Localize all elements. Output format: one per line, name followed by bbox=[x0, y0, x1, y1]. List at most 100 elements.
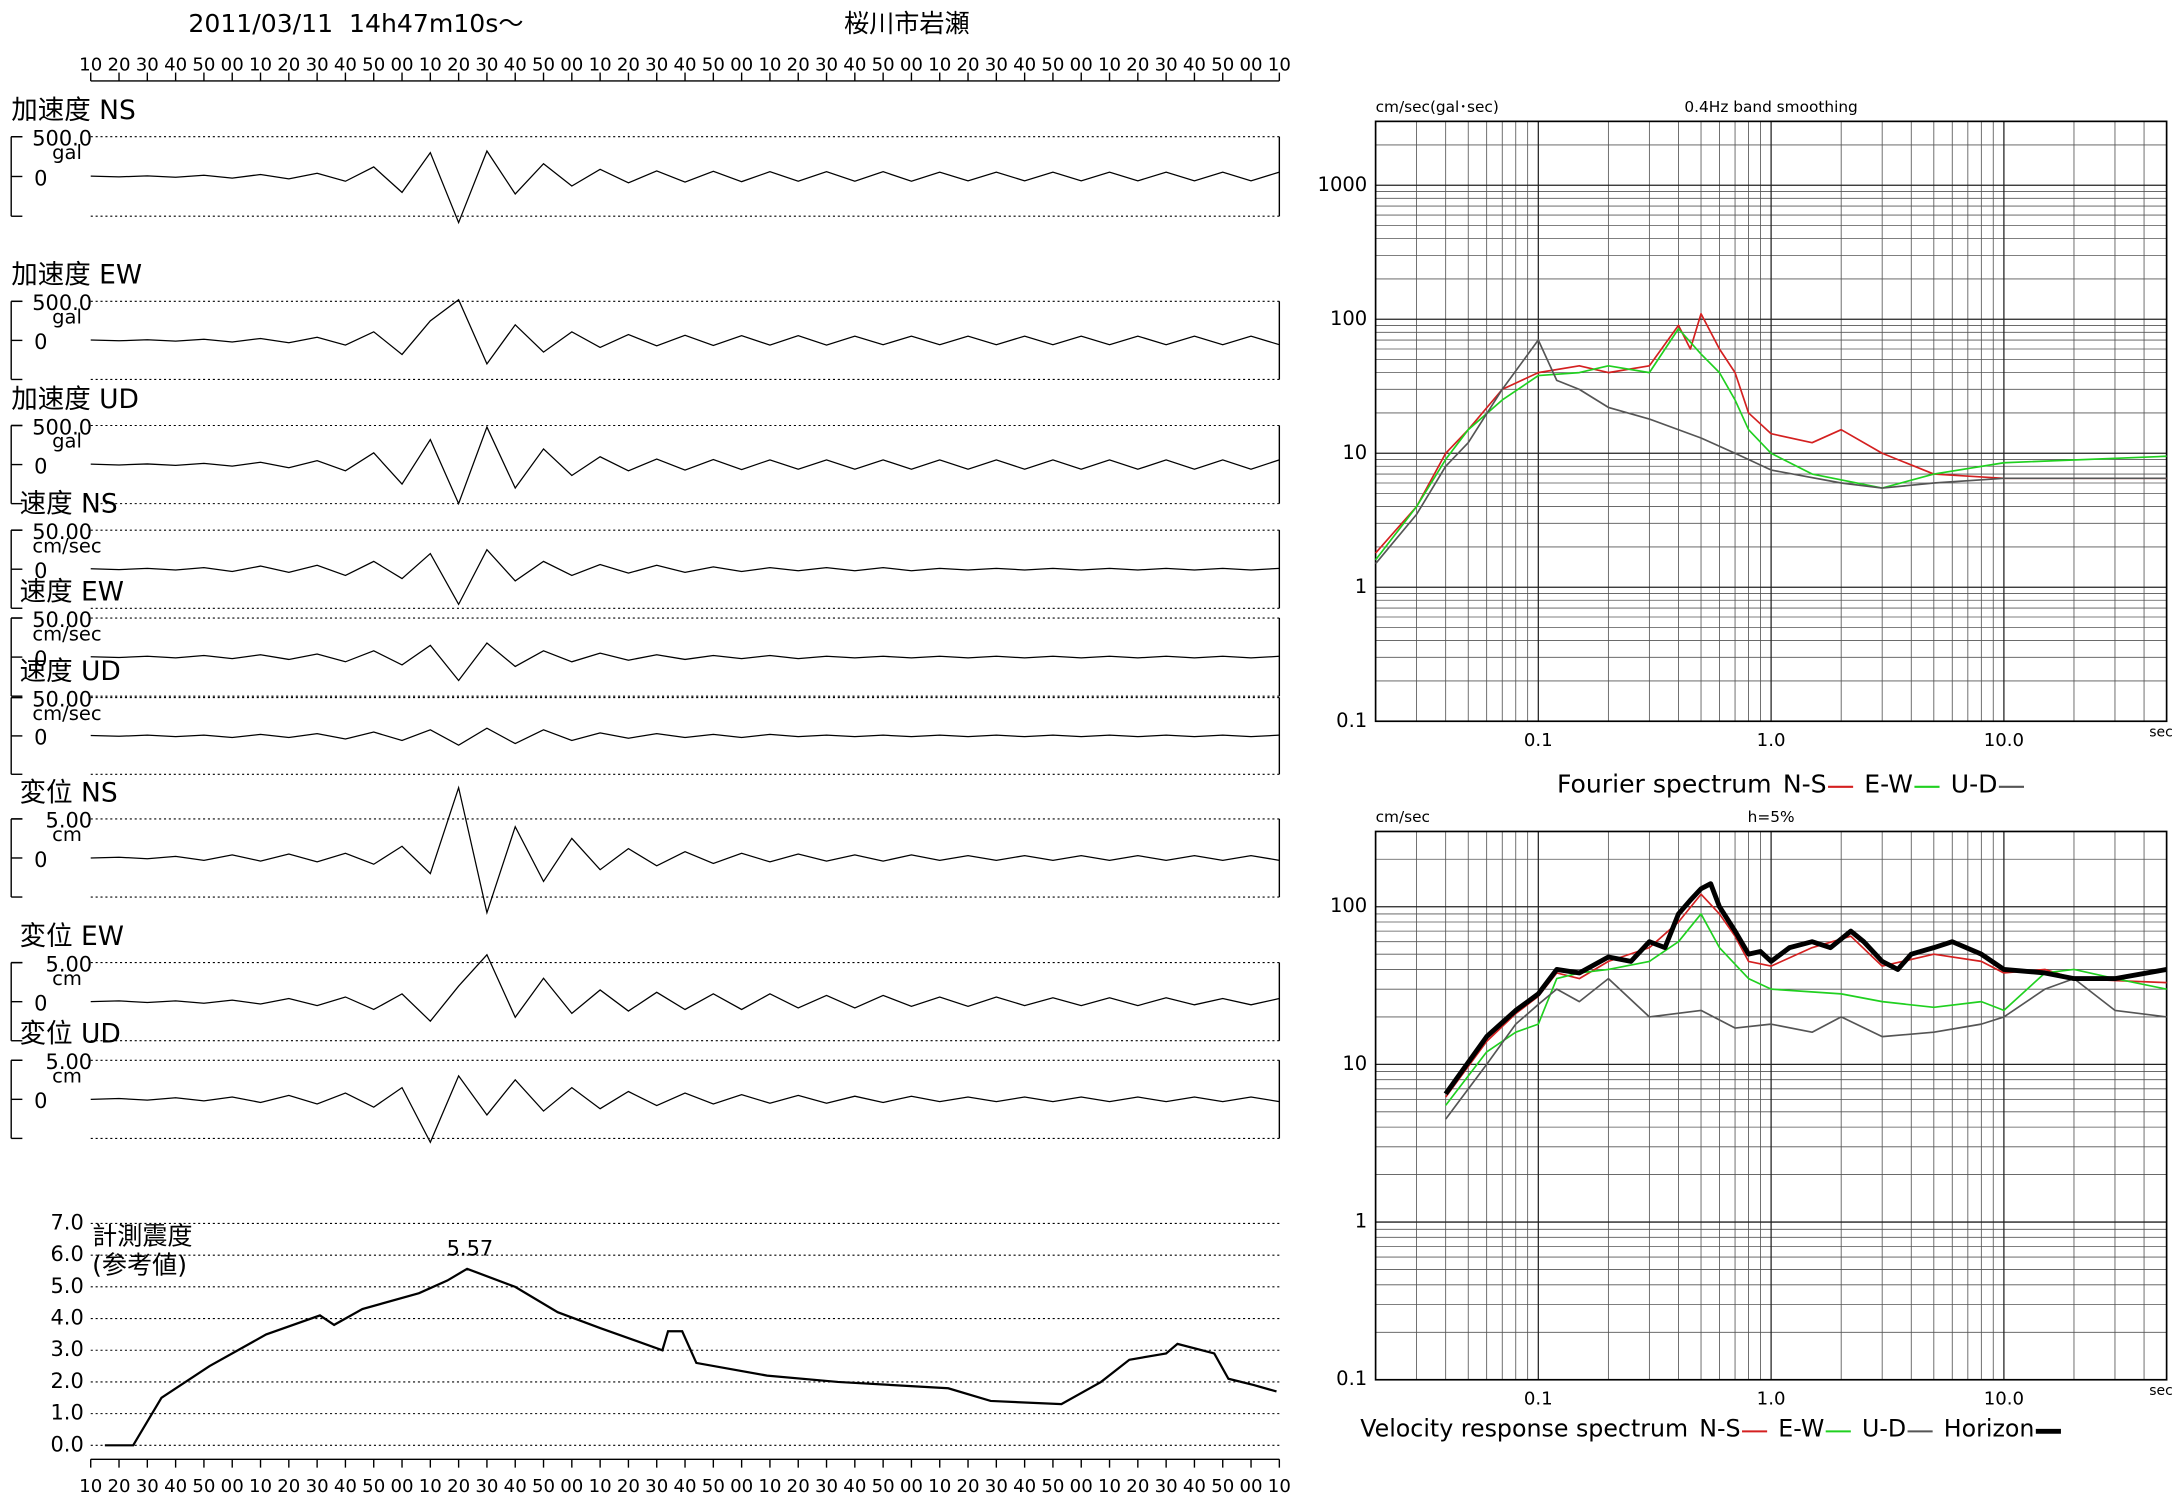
x-tick-label: 10 bbox=[79, 1476, 102, 1497]
legend-label: N-S bbox=[1699, 1414, 1740, 1442]
x-tick-label: 00 bbox=[390, 1476, 413, 1497]
y-unit: cm/sec(gal･sec) bbox=[1376, 98, 1499, 116]
chart-title: 2011/03/11 14h47m10s～ bbox=[188, 9, 523, 38]
waveform bbox=[90, 1074, 1280, 1144]
panel-title: 加速度 NS bbox=[11, 95, 136, 126]
x-tick-label: 30 bbox=[475, 1476, 498, 1497]
series-line bbox=[1445, 977, 2167, 1120]
y-tick-label: 10 bbox=[1342, 441, 1367, 464]
series-line bbox=[1374, 312, 2167, 554]
series-line bbox=[1444, 893, 2167, 1098]
x-tick-label: 20 bbox=[277, 1476, 300, 1497]
waveform bbox=[90, 785, 1280, 916]
x-tick-label: 40 bbox=[504, 1476, 527, 1497]
x-tick-label: 20 bbox=[447, 55, 470, 76]
panel-title: 速度 EW bbox=[20, 576, 124, 607]
x-tick-label: 10.0 bbox=[1984, 730, 2024, 751]
x-tick-label: 10 bbox=[249, 1476, 272, 1497]
x-tick-label: 10 bbox=[419, 55, 442, 76]
x-tick-label: 1.0 bbox=[1757, 1388, 1786, 1409]
x-tick-label: 20 bbox=[956, 1476, 979, 1497]
x-tick-label: 50 bbox=[872, 55, 895, 76]
x-tick-label: 40 bbox=[334, 1476, 357, 1497]
y-unit: cm bbox=[52, 967, 82, 990]
waveform bbox=[90, 548, 1280, 606]
chart-subtitle: 桜川市岩瀬 bbox=[844, 9, 970, 38]
x-tick-label: 00 bbox=[730, 1476, 753, 1497]
x-tick-label: 00 bbox=[1070, 1476, 1093, 1497]
series-line bbox=[1443, 881, 2168, 1096]
x-tick-label: 10 bbox=[1098, 1476, 1121, 1497]
waveform bbox=[90, 953, 1280, 1023]
x-tick-label: 50 bbox=[702, 55, 725, 76]
x-tick-label: 00 bbox=[221, 55, 244, 76]
x-tick-label: 10 bbox=[419, 1476, 442, 1497]
x-tick-label: 10 bbox=[758, 1476, 781, 1497]
x-tick-label: 50 bbox=[872, 1476, 895, 1497]
series-line bbox=[1374, 327, 2167, 561]
y-tick-label: 500.0 bbox=[32, 415, 92, 439]
x-tick-label: 50 bbox=[1041, 55, 1064, 76]
x-tick-label: 50 bbox=[362, 55, 385, 76]
y-tick-label: 100 bbox=[1330, 894, 1367, 917]
x-tick-label: 40 bbox=[1013, 1476, 1036, 1497]
x-tick-label: 40 bbox=[334, 55, 357, 76]
x-tick-label: 10 bbox=[589, 1476, 612, 1497]
x-tick-label: 50 bbox=[1211, 55, 1234, 76]
y-unit: gal bbox=[52, 430, 82, 453]
x-tick-label: 50 bbox=[362, 1476, 385, 1497]
y-unit: gal bbox=[52, 306, 82, 329]
x-tick-label: 10.0 bbox=[1984, 1388, 2024, 1409]
x-tick-label: 10 bbox=[1268, 1476, 1291, 1497]
y-tick-label: 5.0 bbox=[50, 1274, 83, 1298]
y-tick-label: 0 bbox=[34, 330, 47, 354]
x-tick-label: 10 bbox=[1098, 55, 1121, 76]
y-tick-label: 1 bbox=[1355, 575, 1367, 598]
waveform bbox=[90, 425, 1280, 506]
x-tick-label: 50 bbox=[532, 1476, 555, 1497]
y-tick-label: 5.00 bbox=[46, 1050, 93, 1074]
y-tick-label: 0.1 bbox=[1336, 1367, 1367, 1390]
y-tick-label: 0 bbox=[34, 1089, 47, 1113]
x-tick-label: 20 bbox=[617, 55, 640, 76]
chart-title: 計測震度 bbox=[92, 1221, 192, 1250]
series-line bbox=[1445, 913, 2167, 1106]
legend-label: N-S bbox=[1783, 769, 1827, 798]
x-tick-label: 00 bbox=[560, 1476, 583, 1497]
x-tick-label: 30 bbox=[136, 1476, 159, 1497]
x-tick-label: 20 bbox=[107, 55, 130, 76]
x-tick-label: 00 bbox=[560, 55, 583, 76]
x-tick-label: 20 bbox=[107, 1476, 130, 1497]
x-tick-label: 30 bbox=[645, 55, 668, 76]
x-tick-label: 30 bbox=[815, 1476, 838, 1497]
panel-title: 加速度 EW bbox=[11, 260, 142, 291]
x-tick-label: 40 bbox=[673, 55, 696, 76]
y-unit: cm/sec bbox=[32, 622, 101, 645]
x-tick-label: 40 bbox=[164, 1476, 187, 1497]
x-tick-label: 40 bbox=[504, 55, 527, 76]
x-tick-label: 10 bbox=[928, 1476, 951, 1497]
waveform bbox=[90, 298, 1280, 366]
waveform bbox=[90, 149, 1280, 225]
waveform bbox=[90, 727, 1280, 746]
y-tick-label: 50.00 bbox=[32, 608, 92, 632]
plot-frame bbox=[1374, 120, 2168, 723]
y-tick-label: 0 bbox=[34, 647, 47, 671]
x-tick-label: 30 bbox=[475, 55, 498, 76]
note: h=5% bbox=[1748, 808, 1795, 826]
x-tick-label: 40 bbox=[164, 55, 187, 76]
panel-title: 変位 EW bbox=[20, 921, 124, 952]
intensity-line bbox=[104, 1267, 1277, 1447]
x-tick-label: 20 bbox=[617, 1476, 640, 1497]
x-tick-label: 40 bbox=[673, 1476, 696, 1497]
plot-frame bbox=[1374, 830, 2168, 1381]
legend-title: Velocity response spectrum bbox=[1360, 1414, 1688, 1442]
x-tick-label: 30 bbox=[1155, 55, 1178, 76]
chart-subtitle: (参考値) bbox=[92, 1251, 187, 1280]
x-tick-label: 20 bbox=[277, 55, 300, 76]
y-tick-label: 1000 bbox=[1318, 173, 1368, 196]
panel-title: 速度 UD bbox=[20, 656, 121, 687]
x-tick-label: 00 bbox=[1070, 55, 1093, 76]
waveform bbox=[90, 642, 1280, 682]
x-tick-label: 10 bbox=[249, 55, 272, 76]
